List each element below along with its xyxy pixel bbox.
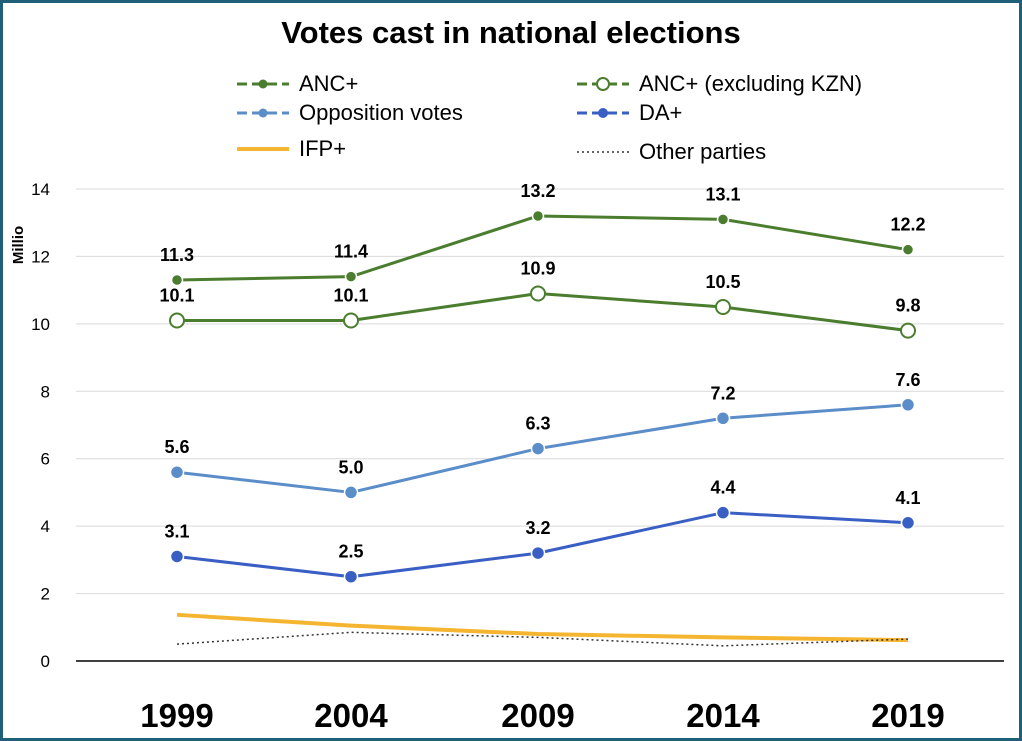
chart-title: Votes cast in national elections: [281, 15, 741, 50]
data-label-anc_ex-2004: 10.1: [333, 285, 368, 305]
data-label-anc-2019: 12.2: [890, 215, 925, 235]
legend-entry-anc: ANC+: [235, 69, 358, 99]
legend-label-anc-excluding-kzn: ANC+ (excluding KZN): [639, 71, 863, 96]
data-label-anc_ex-2009: 10.9: [520, 259, 555, 279]
point-opp-1999: [169, 464, 185, 480]
point-da-2014: [715, 505, 731, 520]
data-label-anc-1999: 11.3: [160, 245, 194, 265]
legend-swatch-opposition: [237, 108, 289, 118]
y-tick-label-0: 0: [41, 652, 50, 671]
data-label-anc_ex-1999: 10.1: [159, 285, 194, 305]
x-tick-label-2019: 2019: [871, 697, 944, 734]
data-label-anc-2009: 13.2: [520, 181, 555, 201]
y-tick-label-6: 6: [41, 450, 50, 469]
point-opp-2009: [530, 441, 546, 456]
point-da-2004: [343, 569, 359, 584]
y-tick-label-2: 2: [41, 585, 50, 604]
legend-swatch-anc-excluding-kzn: [577, 77, 629, 91]
y-tick-label-8: 8: [41, 382, 50, 401]
x-tick-label-1999: 1999: [140, 697, 213, 734]
legend-swatch-anc: [237, 79, 289, 89]
point-anc_ex-2014: [715, 299, 731, 315]
point-da-2009: [530, 545, 546, 561]
data-label-opp-2019: 7.6: [895, 370, 920, 390]
y-tick-label-4: 4: [41, 517, 50, 536]
point-opp-2004: [343, 485, 359, 500]
legend-swatch-ifp: [237, 147, 289, 151]
legend-swatch-da: [577, 108, 629, 118]
y-axis-label: Millio: [10, 226, 27, 264]
data-label-anc_ex-2014: 10.5: [705, 272, 740, 292]
legend-entry-opposition: Opposition votes: [235, 98, 463, 128]
data-label-opp-1999: 5.6: [164, 437, 189, 457]
data-label-da-1999: 3.1: [164, 521, 189, 541]
legend-entry-anc-excluding-kzn: ANC+ (excluding KZN): [575, 69, 862, 99]
series-line-oth: [176, 631, 909, 647]
data-label-anc-2014: 13.1: [705, 184, 740, 204]
x-tick-label-2004: 2004: [314, 697, 388, 734]
point-opp-2019: [900, 397, 916, 413]
legend-label-ifp: IFP+: [299, 136, 347, 161]
point-anc_ex-2019: [900, 322, 916, 339]
point-anc-1999: [170, 273, 184, 287]
point-da-2019: [900, 515, 916, 531]
data-label-anc_ex-2019: 9.8: [895, 296, 920, 316]
legend-swatch-other-parties: [577, 151, 629, 153]
point-anc-2009: [531, 209, 545, 223]
point-anc_ex-2009: [530, 285, 546, 302]
y-tick-label-14: 14: [31, 180, 50, 199]
legend-entry-da: DA+: [575, 98, 682, 128]
data-label-anc-2004: 11.4: [334, 242, 368, 262]
legend-label-da: DA+: [639, 100, 683, 125]
legend-label-anc: ANC+: [299, 71, 359, 96]
data-label-da-2009: 3.2: [525, 518, 550, 538]
data-label-da-2004: 2.5: [338, 542, 363, 562]
legend-label-opposition: Opposition votes: [299, 100, 463, 125]
y-tick-label-12: 12: [31, 247, 50, 266]
point-anc_ex-2004: [343, 312, 359, 329]
x-tick-label-2014: 2014: [686, 697, 760, 734]
data-label-opp-2004: 5.0: [338, 457, 363, 477]
point-anc-2019: [901, 243, 915, 256]
series-line-ifp: [176, 612, 909, 643]
data-label-opp-2014: 7.2: [710, 383, 735, 403]
legend-entry-other-parties: Other parties: [575, 137, 766, 167]
legend-label-other-parties: Other parties: [639, 139, 767, 164]
data-label-da-2014: 4.4: [710, 478, 735, 498]
point-anc-2014: [716, 213, 730, 226]
data-label-da-2019: 4.1: [895, 488, 920, 508]
point-anc-2004: [344, 270, 358, 283]
point-anc_ex-1999: [169, 312, 185, 329]
point-opp-2014: [715, 411, 731, 426]
point-da-1999: [169, 549, 185, 564]
y-tick-label-10: 10: [31, 315, 50, 334]
data-label-opp-2009: 6.3: [525, 414, 550, 434]
x-tick-label-2009: 2009: [501, 697, 574, 734]
legend-entry-ifp: IFP+: [235, 134, 346, 164]
